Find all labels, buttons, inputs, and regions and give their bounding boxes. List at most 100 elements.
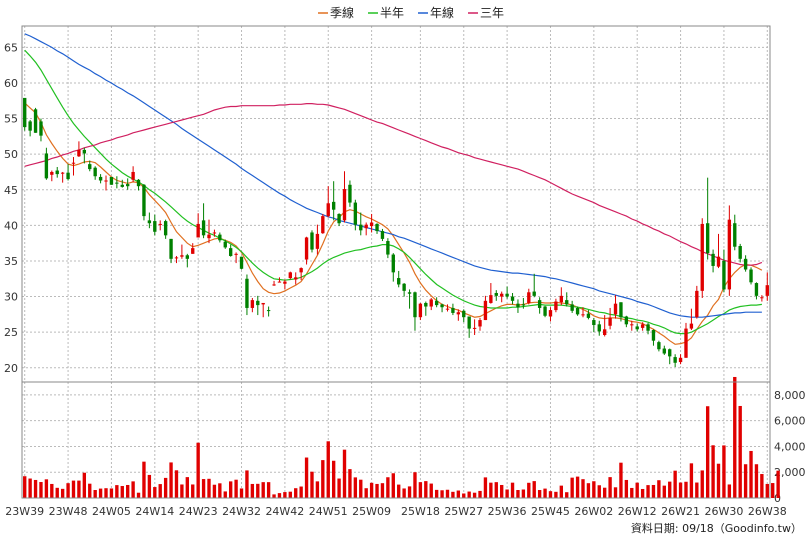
volume-bar xyxy=(581,479,585,498)
candle-body xyxy=(158,223,162,225)
price-tick-label: 45 xyxy=(4,184,18,197)
candle-body xyxy=(445,308,450,310)
candle-body xyxy=(630,324,634,326)
candle xyxy=(635,323,639,332)
ma-quarter-line xyxy=(24,102,763,345)
volume-bar xyxy=(294,488,298,498)
x-tick-label: 25W45 xyxy=(531,505,570,518)
candle-body xyxy=(185,255,189,259)
candle-body xyxy=(662,348,666,354)
candle-body xyxy=(239,256,244,269)
candle-body xyxy=(142,184,146,217)
candle xyxy=(82,147,87,164)
volume-bar xyxy=(261,482,265,498)
price-tick-label: 65 xyxy=(4,41,18,54)
price-tick-label: 35 xyxy=(4,255,18,268)
candle xyxy=(104,175,108,191)
volume-bar xyxy=(711,445,715,498)
candle-body xyxy=(55,170,59,175)
candle xyxy=(310,230,314,253)
candle xyxy=(537,297,542,314)
volume-bar xyxy=(142,461,146,498)
volume-bar xyxy=(462,493,466,498)
candle-body xyxy=(521,304,526,306)
volume-bar xyxy=(126,484,130,498)
candle xyxy=(196,213,200,238)
volume-bar xyxy=(738,405,742,498)
candle xyxy=(386,238,390,259)
candle xyxy=(120,179,124,188)
candle-body xyxy=(342,189,347,221)
candle xyxy=(331,181,336,221)
volume-bar xyxy=(272,494,276,498)
candle-body xyxy=(483,300,488,321)
volume-bar xyxy=(109,488,114,498)
candle xyxy=(229,244,233,257)
candle xyxy=(749,267,753,285)
volume-bar xyxy=(592,481,596,498)
candle xyxy=(570,300,574,313)
volume-bar xyxy=(223,491,227,498)
candle-body xyxy=(397,278,401,285)
candle xyxy=(109,176,114,185)
candle-body xyxy=(440,304,444,308)
volume-bar xyxy=(196,442,200,498)
volume-bar xyxy=(397,484,401,498)
volume-bar xyxy=(250,483,255,498)
volume-bar xyxy=(537,490,542,498)
candle-body xyxy=(760,297,764,299)
price-tick-label: 60 xyxy=(4,77,18,90)
volume-bar xyxy=(613,487,618,498)
volume-bar xyxy=(716,463,721,498)
candle xyxy=(456,309,461,321)
candle xyxy=(299,267,303,281)
candle-body xyxy=(77,149,81,157)
candle-body xyxy=(364,224,368,229)
candle-body xyxy=(153,221,157,232)
volume-bar xyxy=(559,485,563,498)
volume-bar xyxy=(234,479,238,498)
candle xyxy=(115,176,119,189)
candle xyxy=(727,205,732,296)
candle-body xyxy=(570,304,574,311)
candle xyxy=(234,252,238,264)
volume-bar xyxy=(39,482,43,498)
volume-bar xyxy=(266,482,271,498)
candle xyxy=(191,243,195,254)
candle xyxy=(369,213,374,233)
volume-bar xyxy=(494,482,498,498)
candle-body xyxy=(640,324,645,328)
candle-body xyxy=(272,284,276,286)
volume-bar xyxy=(310,471,314,498)
volume-bar xyxy=(44,479,49,498)
volume-bar xyxy=(315,481,320,498)
candle xyxy=(353,199,358,231)
candle xyxy=(668,348,672,365)
candle-body xyxy=(288,272,292,279)
volume-bar xyxy=(575,476,580,498)
candle-body xyxy=(126,184,130,187)
candle xyxy=(337,213,341,227)
candle xyxy=(50,170,54,182)
candle xyxy=(575,306,580,316)
volume-bar xyxy=(516,490,520,498)
volume-bar xyxy=(505,489,509,498)
volume-bar xyxy=(657,480,661,498)
volume-bar xyxy=(77,480,81,498)
candle-body xyxy=(684,328,688,358)
x-axis: 23W39 23W48 24W05 24W14 24W23 24W32 24W42 24W51… xyxy=(5,505,786,518)
candle-body xyxy=(266,310,271,312)
volume-bar xyxy=(180,484,184,498)
candle xyxy=(321,213,325,234)
candle-body xyxy=(71,162,76,164)
candle-body xyxy=(315,233,320,249)
candle xyxy=(434,297,439,308)
legend-label-1: 半年 xyxy=(380,6,404,20)
candle xyxy=(218,232,222,243)
candle-body xyxy=(50,171,54,175)
candle xyxy=(180,244,184,259)
candle xyxy=(283,279,287,290)
candle-body xyxy=(369,222,374,227)
candle-body xyxy=(391,254,395,273)
